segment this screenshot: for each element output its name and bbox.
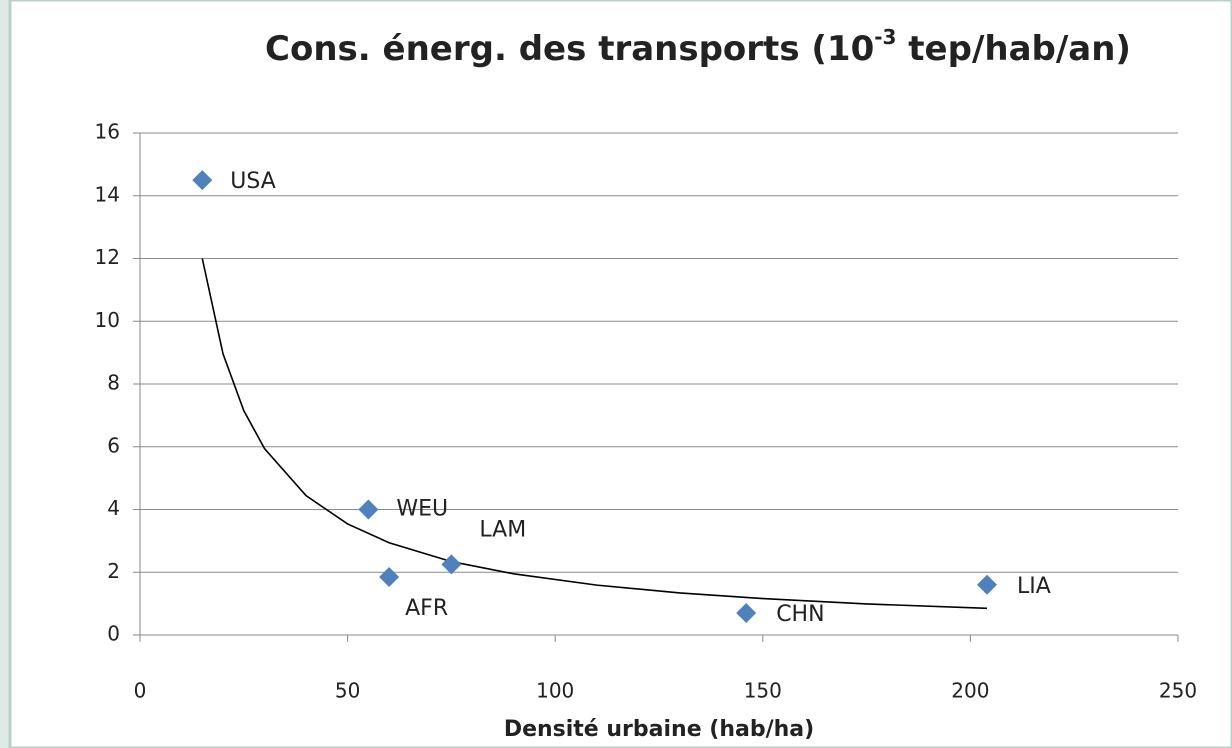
data-point bbox=[358, 499, 379, 520]
point-label: AFR bbox=[405, 596, 448, 621]
trend-line bbox=[201, 258, 988, 610]
y-tick-label: 6 bbox=[107, 433, 120, 457]
y-tick-label: 14 bbox=[95, 182, 120, 206]
point-label: LAM bbox=[479, 517, 526, 542]
chart-frame bbox=[8, 0, 1232, 748]
y-tick-label: 16 bbox=[95, 120, 120, 144]
chart-title: Cons. énerg. des transports (10-3 tep/ha… bbox=[265, 25, 1131, 69]
data-point bbox=[441, 554, 462, 575]
data-point bbox=[192, 170, 213, 191]
point-label: LIA bbox=[1017, 574, 1051, 599]
x-tick-label: 50 bbox=[335, 679, 360, 703]
title-superscript: -3 bbox=[874, 25, 896, 49]
y-tick-label: 0 bbox=[107, 622, 120, 646]
title-main: Cons. énerg. des transports (10 bbox=[265, 29, 874, 69]
data-point bbox=[977, 574, 998, 595]
x-axis-label: Densité urbaine (hab/ha) bbox=[504, 717, 814, 742]
x-tick-label: 0 bbox=[134, 679, 147, 703]
y-tick-label: 10 bbox=[95, 308, 120, 332]
x-tick-label: 250 bbox=[1159, 679, 1197, 703]
y-tick-label: 2 bbox=[107, 559, 120, 583]
data-point bbox=[736, 603, 757, 624]
x-tick-label: 100 bbox=[536, 679, 574, 703]
y-tick-label: 8 bbox=[107, 371, 120, 395]
point-label: WEU bbox=[396, 497, 448, 522]
data-point bbox=[379, 566, 400, 587]
y-tick-label: 12 bbox=[95, 245, 120, 269]
y-tick-label: 4 bbox=[107, 496, 120, 520]
x-tick-label: 200 bbox=[951, 679, 989, 703]
x-tick-label: 150 bbox=[744, 679, 782, 703]
point-label: CHN bbox=[776, 602, 824, 627]
title-end: tep/hab/an) bbox=[896, 29, 1131, 69]
point-label: USA bbox=[230, 169, 276, 194]
